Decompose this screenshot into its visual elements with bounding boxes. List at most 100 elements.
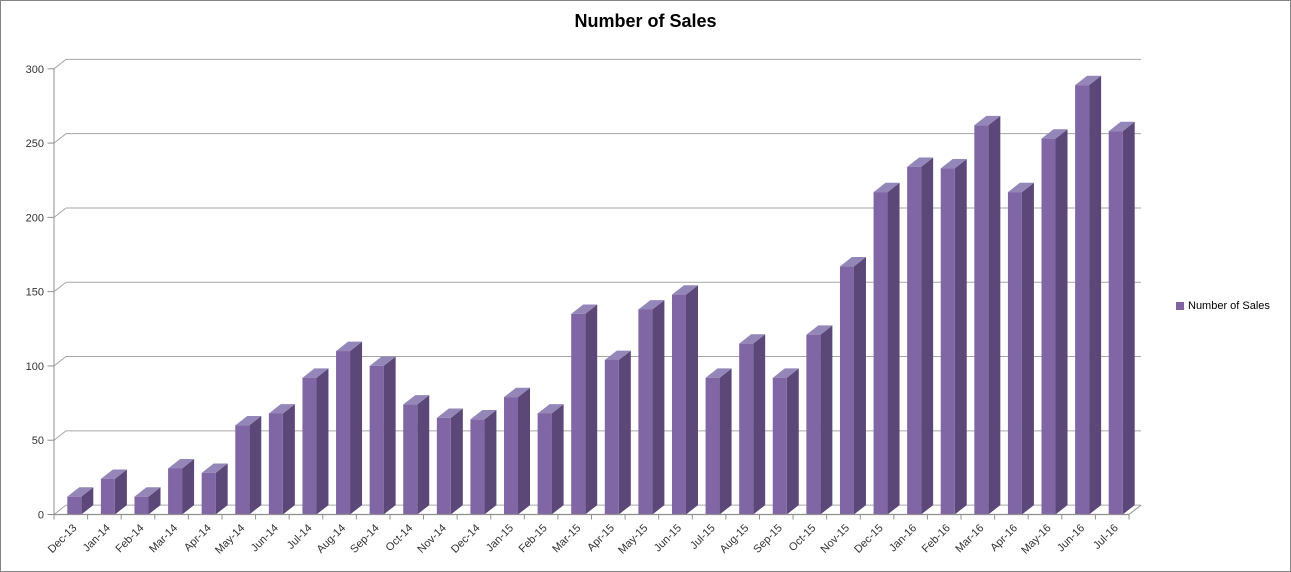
gridline-connector [53, 59, 67, 70]
bar-Nov-14[interactable] [436, 408, 463, 515]
x-axis-label: Feb-14 [113, 522, 146, 555]
bar-side-face [820, 325, 833, 515]
bar-Jul-14[interactable] [302, 368, 329, 515]
x-axis-label: Jan-15 [484, 522, 516, 554]
bar-Jan-16[interactable] [907, 157, 934, 515]
x-axis-label: Apr-14 [182, 522, 214, 554]
bar-front-face [201, 472, 216, 515]
bar-top-face [1007, 182, 1034, 193]
bar-Jun-14[interactable] [268, 404, 295, 515]
bar-Jan-15[interactable] [504, 387, 531, 515]
gridline-connector [53, 207, 67, 218]
y-axis-label: 150 [26, 287, 44, 299]
bar-Oct-14[interactable] [403, 395, 430, 515]
bar-side-face [182, 459, 195, 515]
bar-side-face [249, 415, 262, 515]
bar-side-face [954, 158, 967, 515]
bar-top-face [537, 404, 564, 414]
bar-top-face [1108, 121, 1135, 132]
bar-Apr-15[interactable] [604, 350, 631, 515]
y-axis-label: 100 [26, 361, 44, 373]
legend-label: Number of Sales [1188, 300, 1270, 312]
legend[interactable]: Number of Sales [1176, 300, 1270, 312]
chart-title: Number of Sales [574, 11, 717, 31]
bar-side-face [518, 387, 531, 515]
bar-front-face [67, 496, 82, 515]
bar-top-face [1075, 75, 1102, 86]
bar-top-face [168, 459, 195, 469]
bar-Nov-15[interactable] [839, 256, 866, 515]
bar-Sep-15[interactable] [772, 368, 799, 515]
bar-front-face [772, 377, 787, 515]
bar-May-16[interactable] [1041, 129, 1068, 515]
bar-Feb-16[interactable] [940, 158, 967, 515]
bar-front-face [1041, 138, 1056, 515]
bar-Aug-15[interactable] [739, 334, 766, 515]
bar-front-face [235, 425, 250, 515]
bar-top-face [336, 341, 363, 352]
x-axis-label: Sep-14 [348, 522, 382, 556]
x-axis-label: Jun-14 [249, 522, 281, 554]
bar-front-face [974, 125, 989, 515]
bar-Jun-15[interactable] [671, 285, 698, 515]
bar-top-face [571, 304, 598, 314]
bar-Jun-16[interactable] [1075, 75, 1102, 515]
bar-side-face [988, 115, 1001, 515]
bar-top-face [100, 469, 127, 479]
bar-top-face [974, 115, 1001, 126]
bar-side-face [81, 487, 94, 515]
x-axis-label: Dec-15 [852, 522, 886, 556]
bar-front-face [806, 334, 821, 515]
bar-top-face [201, 463, 228, 473]
bar-Aug-14[interactable] [336, 341, 363, 515]
bar-top-face [403, 395, 430, 405]
bar-Mar-16[interactable] [974, 115, 1001, 515]
bar-side-face [618, 350, 631, 515]
bar-front-face [571, 313, 586, 515]
bar-May-14[interactable] [235, 415, 262, 515]
bar-top-face [638, 300, 665, 310]
bar-top-face [470, 410, 497, 420]
bar-top-face [504, 387, 531, 398]
bar-Dec-14[interactable] [470, 410, 497, 515]
bar-top-face [604, 350, 631, 360]
gridline-connector [53, 430, 67, 441]
x-axis-label: Feb-15 [517, 522, 550, 555]
x-axis-label: May-15 [616, 522, 650, 556]
bar-Sep-14[interactable] [369, 356, 396, 515]
bar-side-face [114, 469, 127, 515]
bar-top-face [873, 182, 900, 193]
bar-Jul-16[interactable] [1108, 121, 1135, 515]
bar-Apr-16[interactable] [1007, 182, 1034, 515]
bar-May-15[interactable] [638, 300, 665, 515]
bar-Jan-14[interactable] [100, 469, 127, 515]
bar-top-face [268, 404, 295, 414]
bar-top-face [907, 157, 934, 167]
bar-Jul-15[interactable] [705, 368, 732, 515]
x-axis-label: Aug-15 [718, 522, 752, 556]
floor-right-edge [1128, 504, 1142, 515]
bar-side-face [484, 410, 497, 515]
bar-Mar-14[interactable] [168, 459, 195, 515]
bar-front-face [134, 496, 149, 515]
bar-Mar-15[interactable] [571, 304, 598, 515]
bar-top-face [235, 415, 262, 426]
bar-Dec-15[interactable] [873, 182, 900, 515]
bar-front-face [268, 413, 283, 515]
x-axis-label: Dec-14 [449, 522, 483, 556]
bar-Feb-15[interactable] [537, 404, 564, 515]
bar-side-face [887, 182, 900, 515]
bar-Apr-14[interactable] [201, 463, 228, 515]
bar-top-face [134, 487, 161, 497]
bar-side-face [316, 368, 329, 515]
bar-Oct-15[interactable] [806, 325, 833, 515]
bar-side-face [215, 463, 228, 515]
bar-Feb-14[interactable] [134, 487, 161, 515]
x-axis-label: Sep-15 [751, 522, 785, 556]
bar-front-face [100, 478, 115, 515]
bar-side-face [1055, 129, 1068, 515]
bar-Dec-13[interactable] [67, 487, 94, 515]
bar-front-face [336, 351, 351, 515]
x-axis-label: Jan-16 [887, 522, 919, 554]
